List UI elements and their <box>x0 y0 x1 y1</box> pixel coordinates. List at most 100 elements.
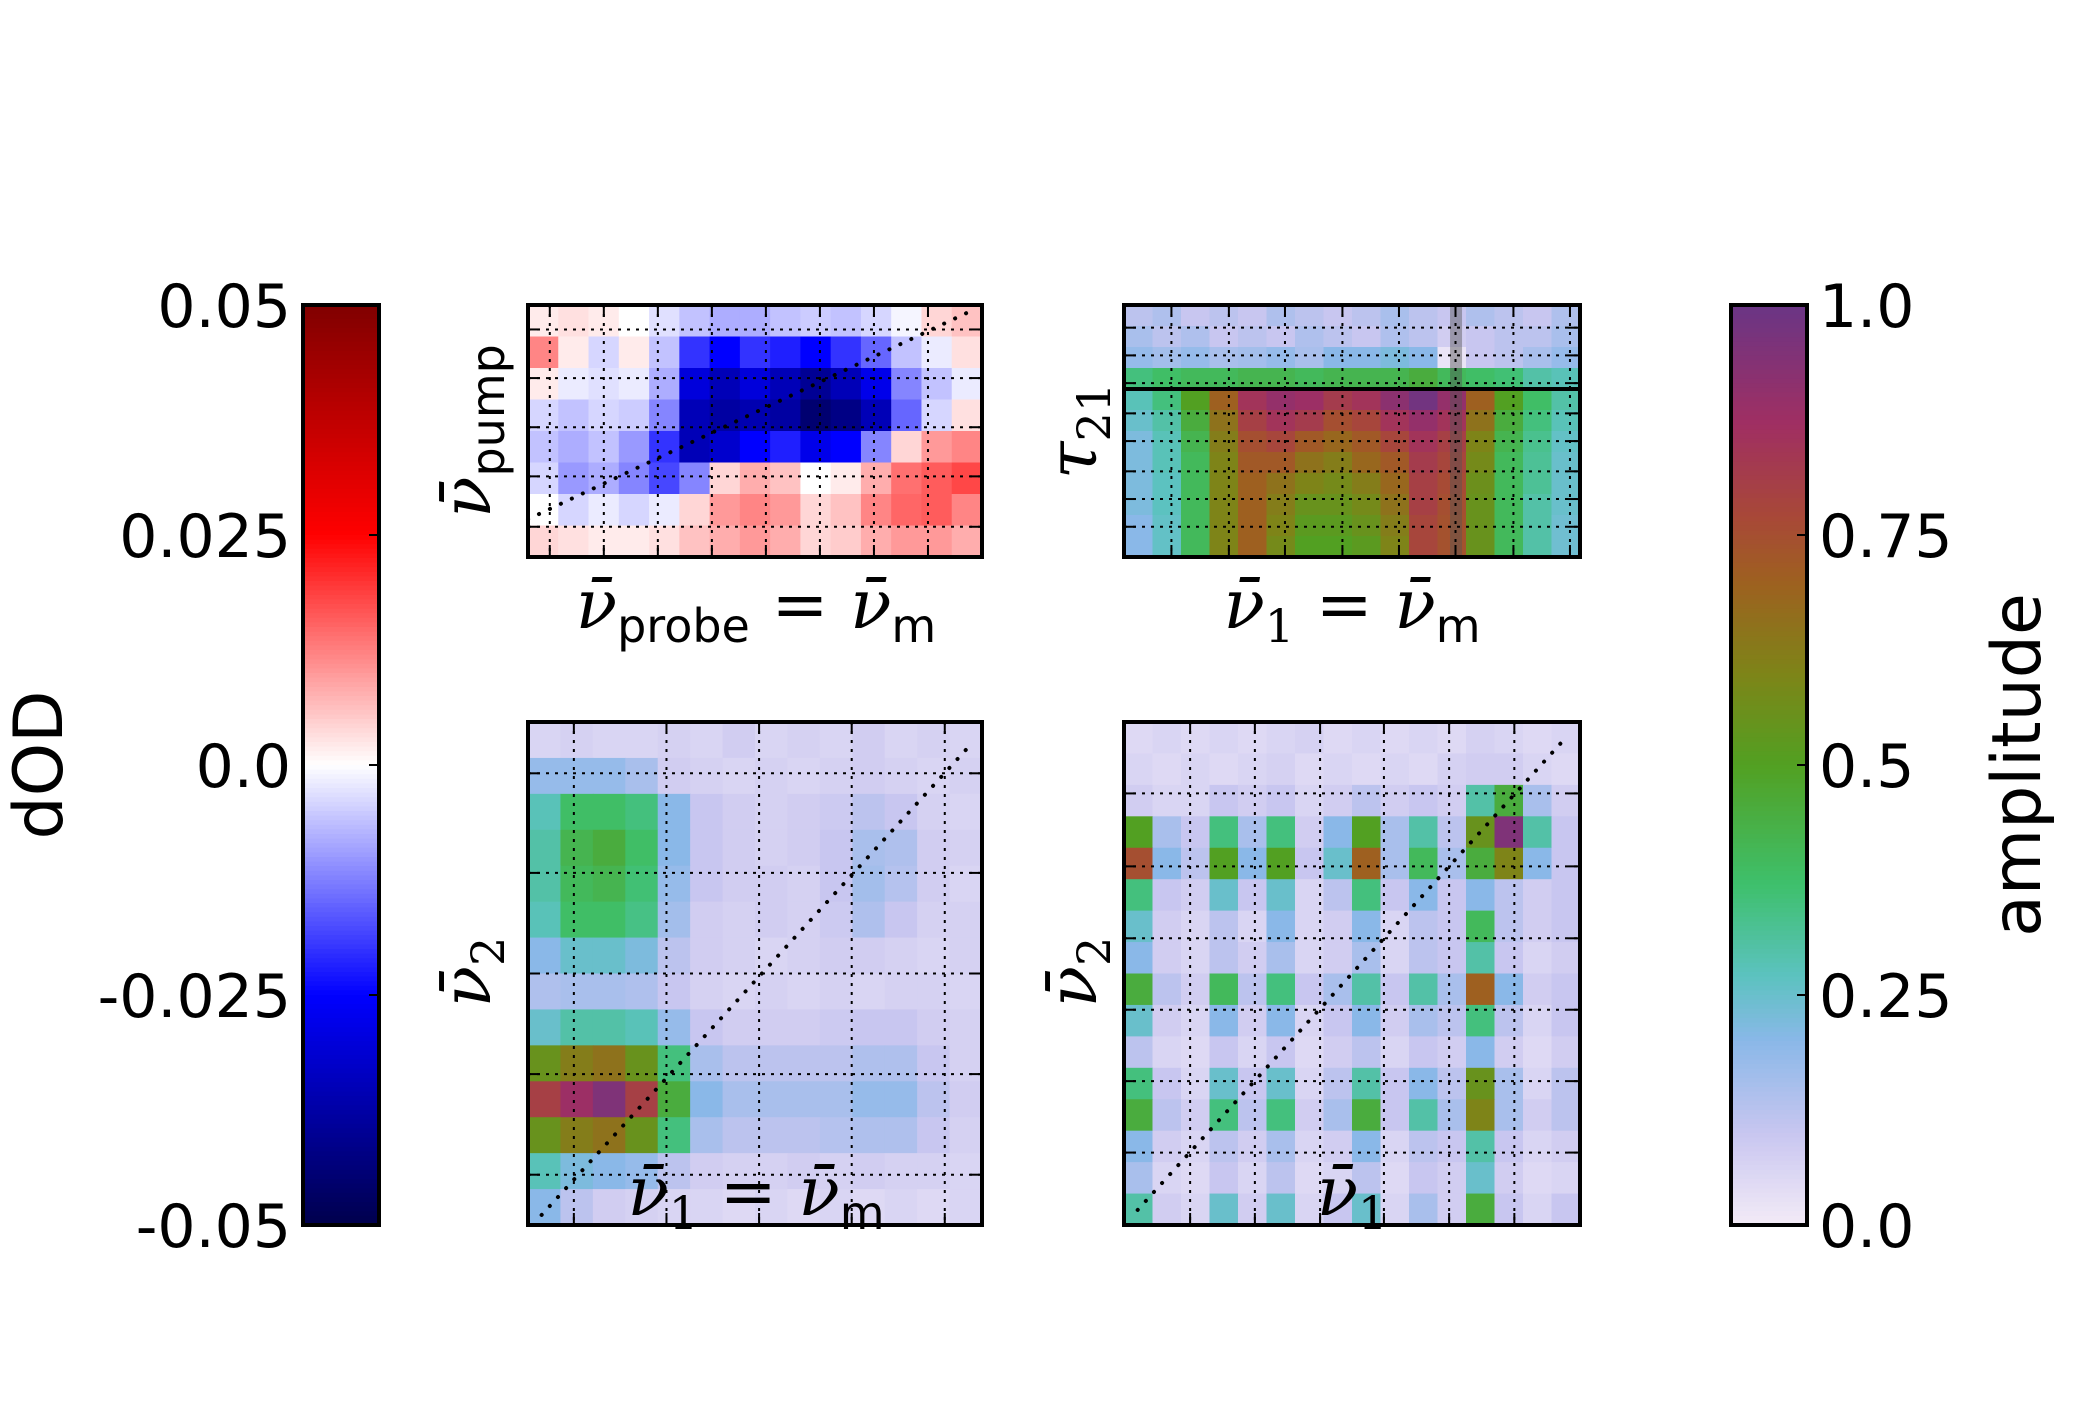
heatmap-cell <box>1409 368 1439 390</box>
colorbar-segment <box>303 935 379 941</box>
heatmap-cell <box>1209 879 1239 912</box>
heatmap-cell <box>657 757 691 795</box>
colorbar-segment <box>1731 1087 1807 1093</box>
colorbar-segment <box>1731 1114 1807 1120</box>
colorbar-segment <box>1731 530 1807 536</box>
colorbar-segment <box>303 401 379 407</box>
colorbar-segment <box>1731 999 1807 1005</box>
heatmap-cell <box>1266 1067 1296 1100</box>
colorbar-segment <box>1731 930 1807 936</box>
heatmap-cell <box>1494 1099 1524 1132</box>
colorbar-segment <box>1731 755 1807 761</box>
colorbar-segment <box>1731 880 1807 886</box>
colorbar-segment <box>303 682 379 688</box>
heatmap-cell <box>1466 753 1496 786</box>
colorbar-segment <box>1731 847 1807 853</box>
heatmap-cell <box>1238 368 1268 390</box>
heatmap-cell <box>949 865 983 903</box>
colorbar-segment <box>1731 1142 1807 1148</box>
heatmap-cell <box>1152 753 1182 786</box>
heatmap-cell <box>921 494 953 527</box>
colorbar-segment <box>1731 751 1807 757</box>
heatmap-cell <box>1523 847 1553 880</box>
panel-bottom-right <box>1122 720 1582 1227</box>
colorbar-segment <box>303 594 379 600</box>
colorbar-segment <box>303 907 379 913</box>
heatmap-cell <box>1209 326 1239 348</box>
colorbar-segment <box>303 631 379 637</box>
heatmap-cell <box>755 1045 789 1082</box>
heatmap-cell <box>1494 494 1524 516</box>
heatmap-cell <box>1494 389 1524 411</box>
heatmap-cell <box>891 368 923 401</box>
heatmap-cell <box>1380 1162 1410 1195</box>
heatmap-cell <box>951 431 983 464</box>
heatmap-cell <box>787 829 821 867</box>
colorbar-segment <box>1731 314 1807 320</box>
colorbar-segment <box>1731 1008 1807 1014</box>
heatmap-cell <box>1551 347 1581 369</box>
colorbar-segment <box>303 939 379 945</box>
colorbar-label-dod: dOD <box>0 690 79 839</box>
heatmap-cell <box>1266 942 1296 975</box>
heatmap-cell <box>860 525 892 558</box>
heatmap-cell <box>1323 494 1353 516</box>
heatmap-cell <box>1466 452 1496 474</box>
heatmap-cell <box>819 1045 853 1082</box>
heatmap-cell <box>1266 494 1296 516</box>
heatmap-cell <box>1238 1162 1268 1195</box>
heatmap-cell <box>770 399 801 432</box>
heatmap-cell <box>1551 1193 1581 1226</box>
colorbar-segment <box>1731 765 1807 771</box>
colorbar-label-amplitude: amplitude <box>1978 593 2057 937</box>
colorbar-segment <box>1731 1045 1807 1051</box>
colorbar-segment <box>1731 553 1807 559</box>
colorbar-segment <box>1731 323 1807 329</box>
heatmap-cell <box>1409 1130 1439 1163</box>
colorbar-tick-label: 0.5 <box>1819 732 1914 802</box>
heatmap-cell <box>787 1189 821 1226</box>
colorbar-segment <box>1731 870 1807 876</box>
heatmap-cell <box>1266 410 1296 432</box>
heatmap-cell <box>528 305 559 338</box>
heatmap-cell <box>1181 1067 1211 1100</box>
heatmap-cell <box>787 793 821 831</box>
heatmap-cell <box>949 722 983 759</box>
heatmap-cell <box>1466 910 1496 943</box>
heatmap-cell <box>1551 494 1581 516</box>
colorbar-segment <box>303 732 379 738</box>
colorbar-segment <box>303 783 379 789</box>
heatmap-cell <box>917 901 951 939</box>
heatmap-cell <box>1209 347 1239 369</box>
colorbar-segment <box>1731 682 1807 688</box>
heatmap-cell <box>1380 753 1410 786</box>
heatmap-cell <box>1295 536 1325 558</box>
heatmap-cell <box>755 829 789 867</box>
colorbar-segment <box>1731 723 1807 729</box>
heatmap-cell <box>1551 389 1581 411</box>
heatmap-cell <box>1266 347 1296 369</box>
colorbar-segment <box>303 806 379 812</box>
colorbar-segment <box>1731 617 1807 623</box>
heatmap-cell <box>1380 326 1410 348</box>
colorbar-segment <box>1731 585 1807 591</box>
colorbar-segment <box>303 387 379 393</box>
colorbar-segment <box>1731 475 1807 481</box>
colorbar-segment <box>1731 484 1807 490</box>
panel-frame <box>526 720 984 1227</box>
heatmap-cell <box>1466 847 1496 880</box>
colorbar-segment <box>1731 1050 1807 1056</box>
colorbar-segment <box>1731 797 1807 803</box>
heatmap-cell <box>722 829 756 867</box>
heatmap-cell <box>787 901 821 939</box>
heatmap-cell <box>891 525 923 558</box>
heatmap-cell <box>1380 410 1410 432</box>
heatmap-cell <box>819 865 853 903</box>
heatmap-cell <box>690 865 724 903</box>
heatmap-cell <box>1494 1067 1524 1100</box>
colorbar-segment <box>303 479 379 485</box>
colorbar-segment <box>303 337 379 343</box>
colorbar-segment <box>303 332 379 338</box>
heatmap-cell <box>1238 942 1268 975</box>
heatmap-cell <box>917 1009 951 1046</box>
